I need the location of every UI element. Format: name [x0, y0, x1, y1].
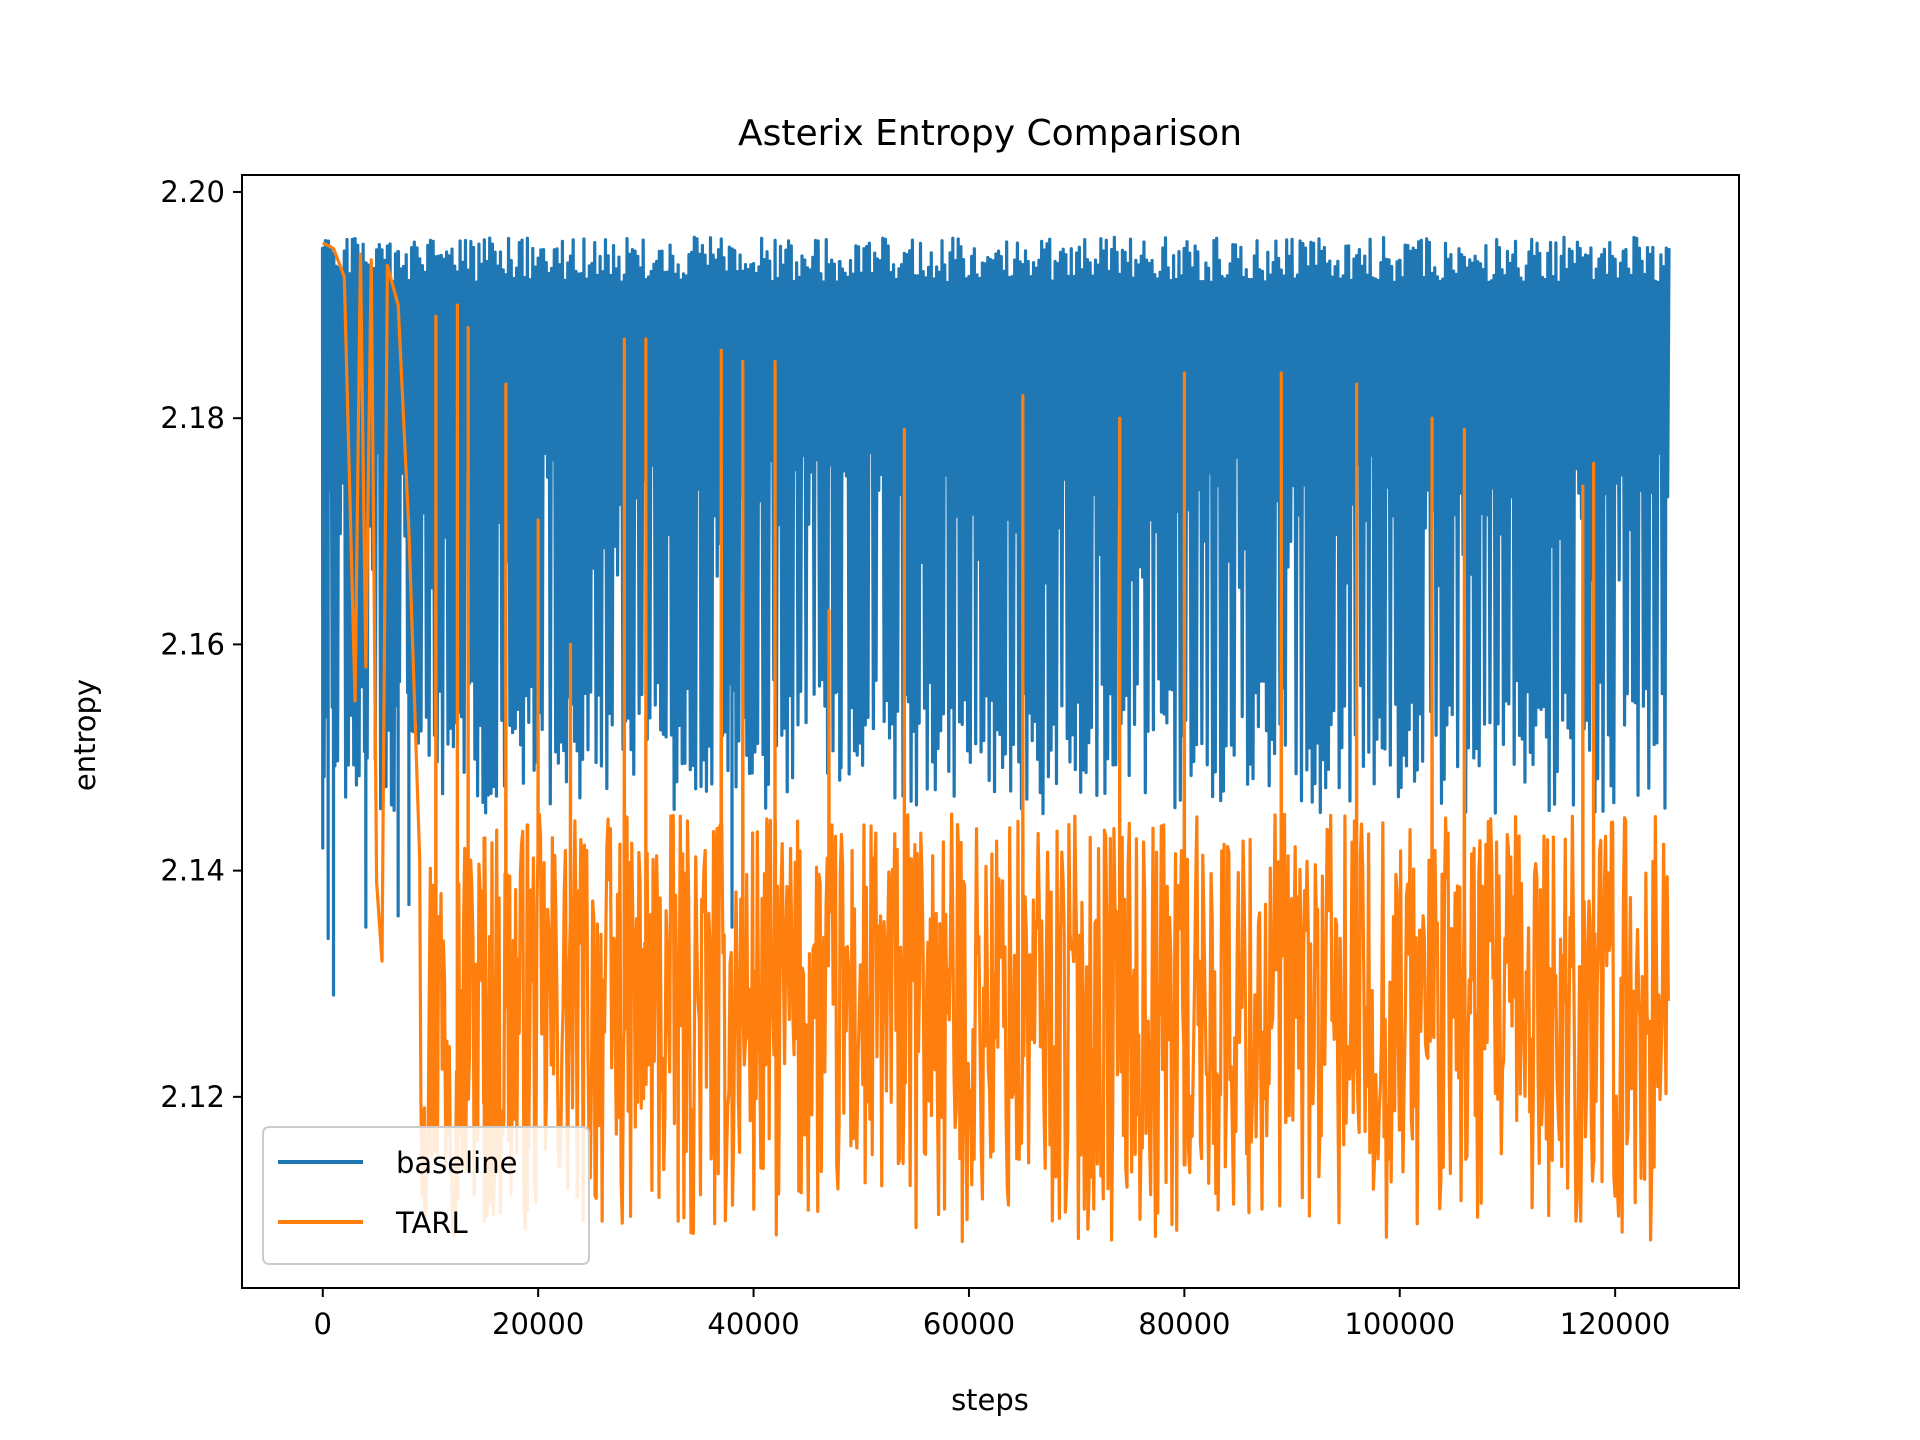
baseline-line — [320, 235, 1671, 997]
series-layer — [320, 235, 1671, 1244]
y-tick-label: 2.12 — [160, 1080, 225, 1114]
x-tick-label: 80000 — [1138, 1307, 1230, 1341]
legend: baseline TARL — [262, 1126, 590, 1265]
tarl-line — [322, 241, 1670, 1244]
x-tick-label: 40000 — [707, 1307, 799, 1341]
y-tick-label: 2.20 — [160, 175, 225, 209]
x-tick-label: 120000 — [1560, 1307, 1671, 1341]
y-tick-label: 2.14 — [160, 854, 225, 888]
x-tick-label: 20000 — [492, 1307, 584, 1341]
chart-title: Asterix Entropy Comparison — [738, 113, 1242, 154]
legend-label-tarl: TARL — [395, 1206, 468, 1240]
x-axis-label: steps — [951, 1383, 1029, 1417]
y-tick-label: 2.18 — [160, 401, 225, 435]
y-tick-label: 2.16 — [160, 627, 225, 661]
x-tick-label: 0 — [314, 1307, 332, 1341]
plot-frame — [241, 174, 1740, 1289]
y-axis-label: entropy — [68, 679, 102, 791]
legend-label-baseline: baseline — [396, 1146, 517, 1180]
x-tick-label: 60000 — [923, 1307, 1015, 1341]
tick-layer: 0 20000 40000 60000 80000 100000 120000 2.12 2.1… — [160, 175, 1670, 1341]
x-tick-label: 100000 — [1344, 1307, 1455, 1341]
